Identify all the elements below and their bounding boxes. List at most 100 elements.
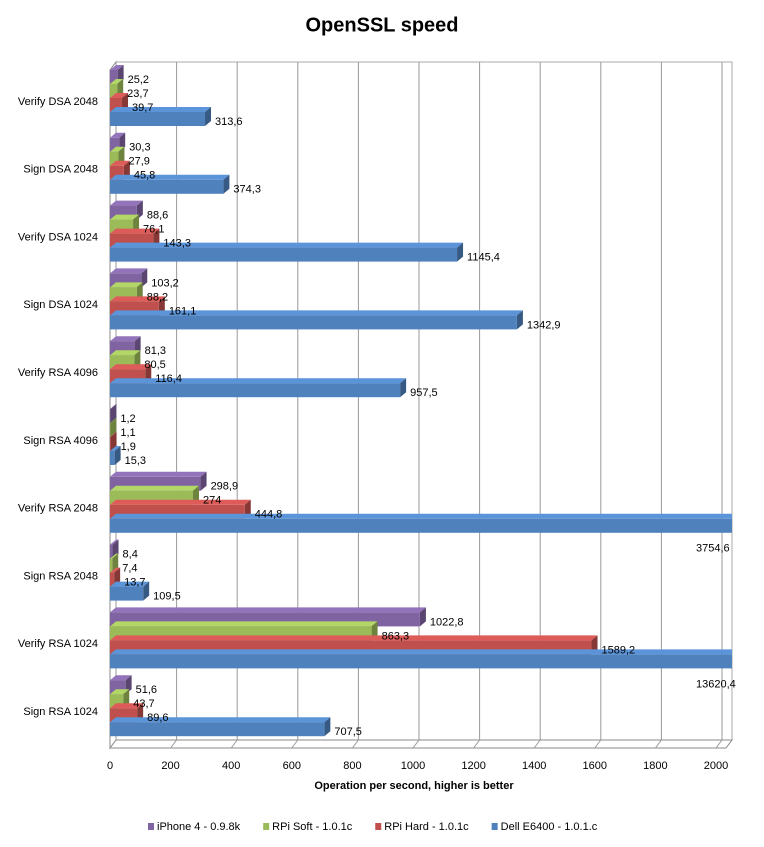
x-tick-label: 1000 (401, 760, 425, 772)
bar-top (110, 607, 426, 613)
bar-top (110, 553, 119, 559)
bar (110, 437, 111, 451)
bar-side (457, 242, 464, 262)
data-label: 3754,6 (696, 543, 730, 555)
data-label: 39,7 (132, 102, 153, 114)
bar-top (110, 485, 200, 491)
bar-side (141, 268, 148, 288)
floor-grid (594, 739, 602, 749)
bar (110, 572, 115, 587)
x-tick-label: 1400 (522, 760, 546, 772)
data-label: 88,6 (147, 210, 168, 222)
data-label: 298,9 (211, 481, 239, 493)
data-label: 116,4 (155, 373, 182, 385)
bar (110, 84, 118, 98)
labels: 0 200 400 600 800 1000 1200 1400 1600 1800 2000 Ver… (18, 74, 736, 833)
bar (110, 544, 113, 559)
chart-title: OpenSSL speed (305, 14, 458, 36)
bar-side (223, 174, 230, 194)
data-label: 88,2 (147, 291, 168, 303)
data-label: 1589,2 (602, 644, 636, 656)
bar-side (516, 310, 523, 330)
data-label: 13620,4 (696, 678, 736, 690)
data-label: 109,5 (153, 591, 181, 603)
data-label: 45,8 (134, 170, 155, 182)
bar-top (110, 242, 464, 248)
floor-grid (291, 739, 299, 749)
data-label: 274 (203, 495, 221, 507)
data-label: 707,5 (334, 726, 362, 738)
bar-top (110, 296, 165, 302)
x-tick-label: 1200 (461, 760, 485, 772)
legend-label: iPhone 4 - 0.9.8k (157, 821, 241, 833)
data-label: 1,2 (120, 413, 135, 425)
legend-swatch (375, 823, 382, 830)
data-label: 103,2 (151, 277, 179, 289)
floor-grid (655, 739, 662, 749)
bar-top (110, 228, 160, 234)
bar-top (110, 200, 143, 206)
bar (110, 151, 119, 166)
data-label: 89,6 (147, 712, 168, 724)
bar-top (110, 282, 143, 288)
bar-top (110, 717, 331, 723)
floor-grid (412, 739, 420, 749)
bar-side (114, 446, 121, 465)
data-label: 43,7 (133, 698, 154, 710)
bar-top (110, 635, 598, 641)
bar (110, 451, 115, 465)
legend-label: RPi Soft - 1.0.1c (272, 821, 353, 833)
bar (110, 247, 458, 262)
bar (110, 179, 224, 194)
data-label: 863,3 (382, 630, 410, 642)
bar-top (110, 350, 141, 356)
x-tick-label: 1800 (643, 760, 667, 772)
floor-grid (715, 739, 723, 749)
bar-top (110, 378, 407, 384)
bar (110, 137, 120, 152)
bar-top (110, 567, 121, 573)
data-label: 30,3 (129, 142, 150, 154)
bar (110, 722, 325, 737)
y-tick-label: Sign RSA 2048 (23, 570, 98, 582)
bar-top (110, 499, 251, 505)
bar-top (110, 93, 129, 98)
data-label: 1022,8 (430, 616, 464, 628)
bar-top (110, 404, 117, 409)
floor-grid (533, 739, 541, 749)
bar-side (400, 378, 407, 398)
data-label: 81,3 (145, 345, 166, 357)
data-label: 313,6 (215, 116, 243, 128)
bar-top (110, 621, 378, 627)
bar-side (143, 581, 150, 601)
bar-top (110, 418, 117, 423)
bar-top (110, 581, 150, 587)
bar-top (110, 132, 126, 138)
legend-label: Dell E6400 - 1.0.1.c (501, 821, 598, 833)
data-label: 1145,4 (467, 252, 500, 264)
data-label: 7,4 (122, 563, 137, 575)
bar (110, 518, 732, 533)
bar-top (110, 471, 207, 477)
legend-swatch (263, 823, 270, 830)
data-label: 13,7 (124, 577, 145, 589)
data-label: 25,2 (128, 74, 149, 86)
y-tick-label: Sign RSA 1024 (23, 706, 98, 718)
bar-top (110, 65, 124, 70)
floor-grid (351, 739, 359, 749)
data-label: 1342,9 (527, 319, 561, 331)
x-tick-label: 200 (161, 760, 179, 772)
legend-swatch (491, 823, 498, 830)
y-tick-label: Sign DSA 1024 (23, 299, 98, 311)
data-label: 1,1 (120, 427, 135, 439)
bar-top (110, 79, 124, 84)
bar-top (110, 513, 732, 519)
x-axis-title: Operation per second, higher is better (314, 780, 514, 792)
x-tick-label: 0 (107, 760, 113, 772)
data-label: 27,9 (128, 156, 149, 168)
data-label: 374,3 (233, 184, 261, 196)
bar-side (110, 432, 117, 451)
bars (110, 65, 732, 737)
bar-top (110, 268, 148, 274)
